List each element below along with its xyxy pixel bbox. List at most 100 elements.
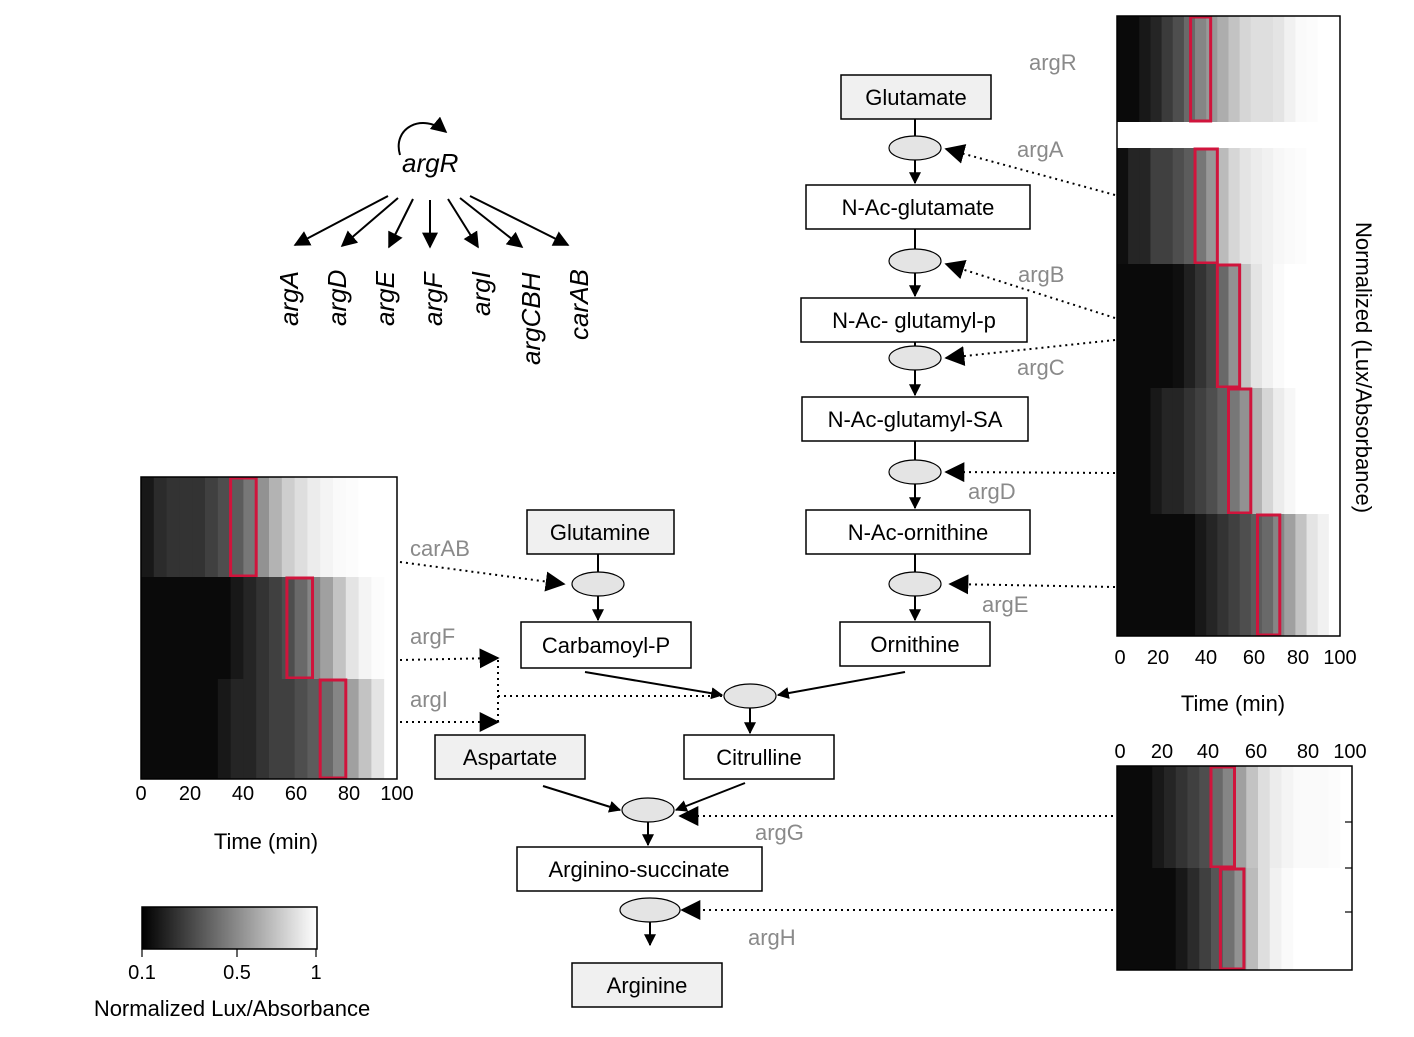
heatmap-row-argF <box>141 576 398 680</box>
gene-label-argG: argG <box>755 820 804 845</box>
enzyme-argFI <box>723 683 777 709</box>
node-ornithine: Ornithine <box>870 632 959 657</box>
heatmap-cell <box>1306 264 1319 388</box>
gene-label-argF: argF <box>410 624 455 649</box>
heatmap-cell <box>320 577 334 679</box>
heatmap-cell <box>141 679 155 779</box>
node-n-ac-glutamyl-p-box <box>800 297 1028 343</box>
gene-label-argD: argD <box>968 479 1016 504</box>
heatmap-cell <box>358 679 372 779</box>
node-citrulline: Citrulline <box>716 745 802 770</box>
pathway-carbamoyl-branch: Glutamine Carbamoyl-P <box>520 509 692 669</box>
heatmap-cell <box>371 679 385 779</box>
edge-citrulline-to-argG <box>674 782 746 812</box>
node-arginine: Arginine <box>607 973 688 998</box>
colorbar-title: Normalized Lux/Absorbance <box>94 996 370 1021</box>
heatmap-left <box>140 476 398 780</box>
heatmap-cell <box>1239 388 1252 514</box>
heatmap-cell <box>294 679 308 779</box>
heatmap-cell <box>1269 868 1283 970</box>
heatmap-cell <box>1246 766 1259 868</box>
heatmap-cell <box>1295 148 1308 264</box>
heatmap-cell <box>1164 766 1177 868</box>
heatmap-cell <box>256 679 270 779</box>
heatmap-cell <box>1117 148 1129 264</box>
heatmap-cell <box>1228 16 1241 122</box>
node-ornithine-box <box>839 621 991 667</box>
target-argD: argD <box>322 270 352 326</box>
heatmap-cell <box>1305 766 1318 868</box>
heatmap-cell <box>1284 514 1296 636</box>
tick-left-80: 80 <box>338 783 360 805</box>
heatmap-cell <box>230 679 244 779</box>
heatmap-cell <box>1328 388 1341 514</box>
gene-label-argA: argA <box>1017 137 1064 162</box>
target-argE: argE <box>370 270 400 326</box>
heatmap-cell <box>333 577 347 679</box>
heatmap-cell <box>1217 148 1230 264</box>
heatmap-cell <box>141 577 155 679</box>
heatmap-cell <box>358 477 372 577</box>
heatmap-cell <box>1172 16 1185 122</box>
gene-labels: argR argA argB argC argD argE carAB argF… <box>410 50 1077 950</box>
enzyme-argA <box>888 135 942 161</box>
heatmap-cell <box>1317 16 1330 122</box>
heatmap-cell <box>1161 514 1174 636</box>
tick-left-20: 20 <box>179 783 201 805</box>
heatmap-cell <box>1284 16 1296 122</box>
heatmap-cell <box>1195 514 1207 636</box>
highlight-box-argH <box>1218 867 1246 971</box>
heatmap-cell <box>1295 388 1308 514</box>
heatmap-cell <box>1273 148 1285 264</box>
heatmap-right-axis: 0 20 40 60 80 100 Time (min) Normalized … <box>1114 222 1376 716</box>
heatmap-cell <box>294 477 308 577</box>
heatmap-cell <box>1261 16 1274 122</box>
heatmap-cell <box>205 577 219 679</box>
enzyme-argG <box>621 797 675 823</box>
heatmap-row-argE <box>1117 513 1341 637</box>
heatmap-cell <box>1128 766 1142 868</box>
heatmap-cell <box>166 577 180 679</box>
heatmap-cell <box>307 477 321 577</box>
heatmap-cell <box>1293 868 1306 970</box>
heatmap-cell <box>307 577 321 679</box>
regulon-edges <box>293 195 570 249</box>
heatmap-cell <box>1306 16 1319 122</box>
connector-argE <box>948 574 1116 595</box>
heatmap-cell <box>243 477 257 577</box>
heatmap-cell <box>269 679 283 779</box>
tick-bottom-20: 20 <box>1151 741 1173 763</box>
node-n-ac-ornithine-box <box>805 509 1031 555</box>
heatmap-cell <box>1187 868 1200 970</box>
tick-right-0: 0 <box>1114 647 1125 669</box>
heatmap-cell <box>1261 514 1274 636</box>
heatmap-cell <box>1217 388 1230 514</box>
heatmap-cell <box>153 577 168 679</box>
colorbar-tick-label-1: 0.5 <box>223 962 251 984</box>
tick-right-60: 60 <box>1243 647 1265 669</box>
heatmap-cell <box>307 679 321 779</box>
enzyme-argC <box>888 345 942 371</box>
heatmap-cell <box>1217 16 1230 122</box>
heatmap-cell <box>256 477 270 577</box>
heatmap-cell <box>281 577 296 679</box>
heatmap-cell <box>1150 514 1163 636</box>
heatmap-cell <box>179 477 193 577</box>
heatmap-cell <box>1117 514 1129 636</box>
heatmap-cell <box>1239 16 1252 122</box>
heatmap-connectors <box>399 144 1116 920</box>
heatmap-cell <box>1317 388 1330 514</box>
heatmap-cell <box>384 679 398 779</box>
tick-left-40: 40 <box>232 783 254 805</box>
heatmap-cell <box>205 477 219 577</box>
heatmap-cell <box>243 679 257 779</box>
heatmap-cell <box>1239 148 1252 264</box>
heatmap-cell <box>1164 868 1177 970</box>
connector-carAB <box>399 561 566 592</box>
heatmap-cell <box>1273 264 1285 388</box>
heatmap-cell <box>1234 766 1247 868</box>
heatmap-right-xlabel: Time (min) <box>1181 691 1285 716</box>
heatmap-cell <box>1150 264 1163 388</box>
node-glutamate-box <box>840 74 992 120</box>
heatmap-cell <box>153 679 168 779</box>
